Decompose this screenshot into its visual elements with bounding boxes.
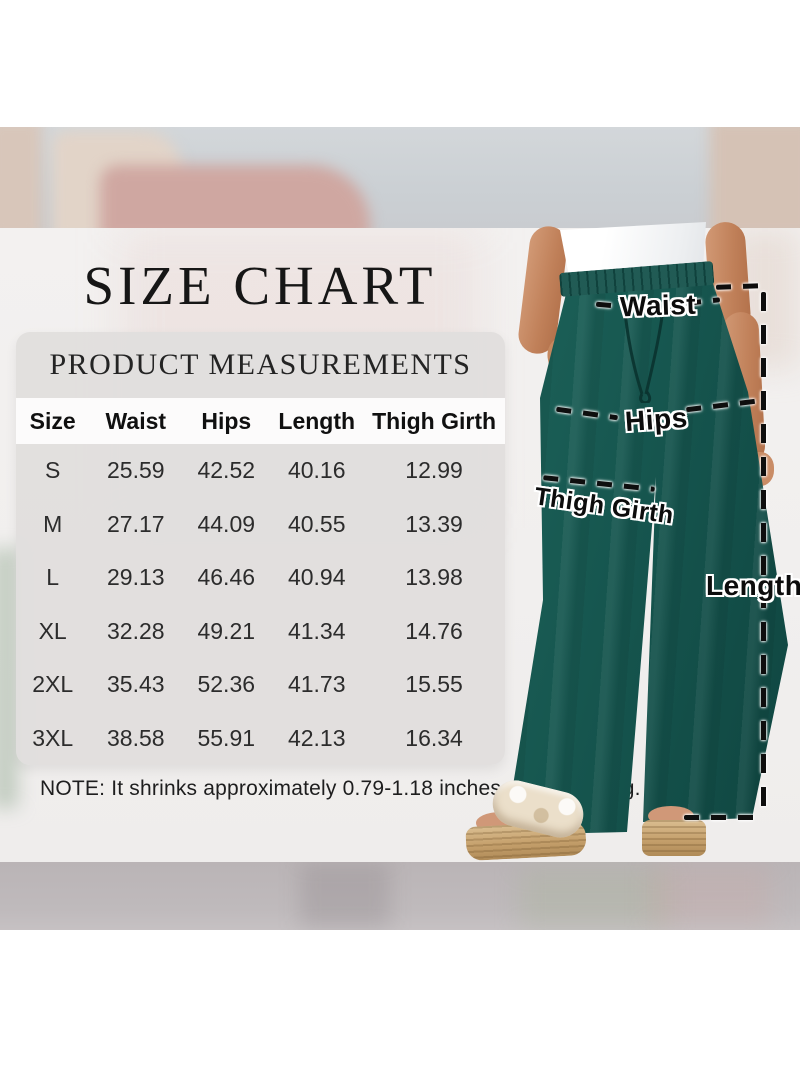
cell-length: 40.16 [287, 457, 346, 484]
cell-length: 41.34 [287, 617, 346, 644]
cell-hips: 49.21 [197, 617, 256, 644]
cell-waist: 38.58 [107, 724, 165, 751]
cell-thigh-girth: 13.98 [405, 564, 463, 591]
cell-length: 42.13 [287, 724, 346, 751]
cell-waist: 27.17 [107, 510, 165, 537]
background-building-right-pillar [710, 127, 800, 228]
background-building-red [100, 165, 370, 228]
cell-hips: 55.91 [197, 724, 256, 751]
shrink-note: NOTE: It shrinks approximately 0.79-1.18… [40, 777, 641, 800]
background-building-left-pillar [0, 127, 42, 228]
length-vertical-dash-line [761, 292, 766, 812]
cell-waist: 29.13 [107, 564, 165, 591]
cell-length: 40.94 [287, 564, 346, 591]
card-subtitle: PRODUCT MEASUREMENTS [49, 348, 472, 381]
cell-hips: 44.09 [197, 510, 256, 537]
ground-pink-streak [650, 866, 770, 926]
background-faint-green-tint [0, 548, 18, 808]
table-row: 3XL 38.58 55.91 42.13 16.34 [16, 712, 505, 766]
hips-label: Hips [623, 401, 689, 438]
column-header-waist: Waist [105, 407, 167, 434]
table-row: M 27.17 44.09 40.55 13.39 [16, 498, 505, 552]
cell-thigh-girth: 12.99 [405, 457, 463, 484]
table-row: 2XL 35.43 52.36 41.73 15.55 [16, 658, 505, 712]
ground-green-streak [520, 868, 670, 928]
table-row: L 29.13 46.46 40.94 13.98 [16, 551, 505, 605]
page-title: SIZE CHART [83, 255, 437, 316]
cell-size: S [45, 457, 61, 484]
table-row: S 25.59 42.52 40.16 12.99 [16, 444, 505, 498]
background-ground-band [0, 862, 800, 930]
column-header-length: Length [278, 407, 356, 434]
background-sky-band [0, 127, 800, 228]
pants-drawstring [622, 301, 666, 403]
cell-waist: 25.59 [107, 457, 165, 484]
cell-length: 41.73 [287, 671, 346, 698]
cell-size: 2XL [32, 671, 74, 698]
right-platform-sandal-sole [642, 820, 706, 856]
length-bottom-dash-line [684, 815, 764, 820]
table-body: S 25.59 42.52 40.16 12.99 M 27.17 44.09 … [16, 444, 505, 765]
table-header-row: Size Waist Hips Length Thigh Girth [16, 398, 505, 444]
cell-thigh-girth: 15.55 [405, 671, 463, 698]
cell-hips: 46.46 [197, 564, 256, 591]
cell-hips: 52.36 [197, 671, 256, 698]
table-row: XL 32.28 49.21 41.34 14.76 [16, 605, 505, 659]
cell-waist: 32.28 [107, 617, 165, 644]
cell-size: XL [38, 617, 67, 644]
cell-waist: 35.43 [107, 671, 165, 698]
cell-length: 40.55 [287, 510, 346, 537]
column-header-thigh-girth: Thigh Girth [372, 407, 497, 434]
column-header-size: Size [29, 407, 76, 434]
ground-dark-streak [300, 862, 390, 928]
cell-size: M [43, 510, 63, 537]
measurements-card: PRODUCT MEASUREMENTS Size Waist Hips Len… [16, 332, 505, 765]
length-label: Length [706, 570, 800, 601]
cell-size: L [46, 564, 60, 591]
cell-thigh-girth: 13.39 [405, 510, 463, 537]
column-header-hips: Hips [201, 407, 252, 434]
cell-hips: 42.52 [197, 457, 256, 484]
cell-thigh-girth: 16.34 [405, 724, 463, 751]
waist-label: Waist [619, 288, 697, 323]
cell-size: 3XL [32, 724, 74, 751]
cell-thigh-girth: 14.76 [405, 617, 463, 644]
